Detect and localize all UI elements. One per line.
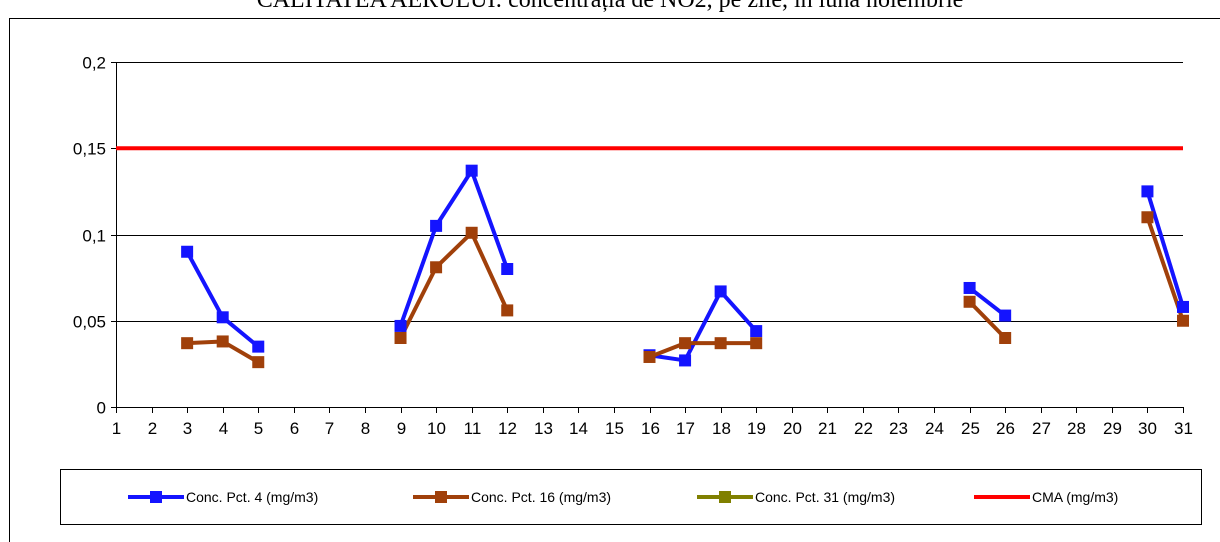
data-point xyxy=(750,337,763,350)
legend-marker xyxy=(150,491,162,503)
grid-lines xyxy=(116,62,1183,322)
data-point xyxy=(1141,185,1154,198)
x-tick-label: 18 xyxy=(712,419,731,438)
series-markers xyxy=(181,164,1189,369)
x-tick-label: 23 xyxy=(889,419,908,438)
legend-label: Conc. Pct. 16 (mg/m3) xyxy=(471,489,611,505)
legend-label: CMA (mg/m3) xyxy=(1032,489,1118,505)
x-tick-label: 11 xyxy=(464,419,482,438)
x-tick-label: 1 xyxy=(112,419,121,438)
x-tick-label: 10 xyxy=(427,419,446,438)
x-tick-label: 16 xyxy=(641,419,660,438)
y-tick-labels: 0 0,05 0,1 0,15 0,2 xyxy=(73,54,106,418)
x-tick-label: 24 xyxy=(925,419,944,438)
data-point xyxy=(181,245,194,258)
legend: Conc. Pct. 4 (mg/m3) Conc. Pct. 16 (mg/m3… xyxy=(128,489,1118,505)
x-tick-label: 26 xyxy=(996,419,1015,438)
data-point xyxy=(501,304,514,317)
data-point xyxy=(1177,300,1189,313)
series-line xyxy=(185,250,260,349)
y-tick-label: 0 xyxy=(97,399,106,418)
x-tick-label: 8 xyxy=(361,419,370,438)
data-point xyxy=(714,285,727,298)
x-tick-label: 5 xyxy=(254,419,263,438)
legend-box xyxy=(60,469,1202,525)
x-tick-label: 13 xyxy=(534,419,553,438)
data-point xyxy=(216,335,229,348)
x-tick-labels: 1 2 3 4 5 6 7 8 9 10 11 12 13 14 15 16 17 18 19 20 21 22 23 24 2… xyxy=(112,419,1193,438)
series-line xyxy=(968,300,1007,340)
x-tick-label: 12 xyxy=(498,419,517,438)
data-point xyxy=(394,332,407,344)
data-point xyxy=(999,332,1012,344)
legend-marker xyxy=(719,491,731,503)
y-tick-label: 0,05 xyxy=(73,313,106,332)
data-point xyxy=(465,226,478,239)
x-tick-label: 25 xyxy=(961,419,980,438)
data-point xyxy=(430,261,443,274)
series-line xyxy=(1145,190,1185,308)
data-point xyxy=(1141,211,1154,224)
series-line xyxy=(649,289,758,363)
series-line xyxy=(648,341,757,359)
y-tick-label: 0,1 xyxy=(82,227,106,246)
data-point xyxy=(643,350,656,363)
data-point xyxy=(999,309,1012,322)
x-tick-label: 30 xyxy=(1138,419,1157,438)
x-tick-label: 4 xyxy=(219,419,228,438)
data-point xyxy=(252,356,265,369)
legend-label: Conc. Pct. 4 (mg/m3) xyxy=(186,489,318,505)
data-point xyxy=(181,337,194,350)
x-tick-label: 27 xyxy=(1032,419,1051,438)
y-tick-label: 0,15 xyxy=(73,140,106,159)
series-line xyxy=(398,230,510,339)
chart-border xyxy=(9,18,1220,542)
data-point xyxy=(679,354,692,367)
x-tick-label: 22 xyxy=(854,419,873,438)
x-tick-label: 28 xyxy=(1067,419,1086,438)
data-point xyxy=(394,319,407,332)
x-tick-label: 29 xyxy=(1103,419,1122,438)
chart-title: CALITATEA AERULUI: concentrația de NO2, … xyxy=(256,0,964,13)
y-tick-label: 0,2 xyxy=(82,54,106,73)
data-point xyxy=(1177,314,1189,327)
x-tick-label: 7 xyxy=(325,419,334,438)
x-tick-label: 14 xyxy=(569,419,588,438)
axes xyxy=(111,62,1184,413)
x-tick-label: 2 xyxy=(148,419,157,438)
data-point xyxy=(963,295,976,308)
series-line xyxy=(398,168,510,327)
data-point xyxy=(216,311,229,324)
x-tick-label: 9 xyxy=(397,419,406,438)
legend-label: Conc. Pct. 31 (mg/m3) xyxy=(755,489,895,505)
data-point xyxy=(501,263,514,275)
x-tick-label: 19 xyxy=(747,419,766,438)
x-tick-label: 15 xyxy=(605,419,624,438)
data-point xyxy=(963,281,976,294)
data-point xyxy=(430,219,443,232)
x-tick-label: 31 xyxy=(1174,419,1193,438)
x-tick-label: 20 xyxy=(783,419,802,438)
data-point xyxy=(679,337,692,350)
data-point xyxy=(465,164,478,177)
data-point xyxy=(750,325,763,338)
legend-marker xyxy=(435,491,447,503)
x-tick-label: 17 xyxy=(676,419,695,438)
x-tick-label: 3 xyxy=(183,419,192,438)
x-tick-label: 6 xyxy=(290,419,299,438)
data-point xyxy=(714,337,727,350)
data-point xyxy=(252,340,265,353)
series-lines xyxy=(116,146,1185,364)
x-tick-label: 21 xyxy=(818,419,837,438)
